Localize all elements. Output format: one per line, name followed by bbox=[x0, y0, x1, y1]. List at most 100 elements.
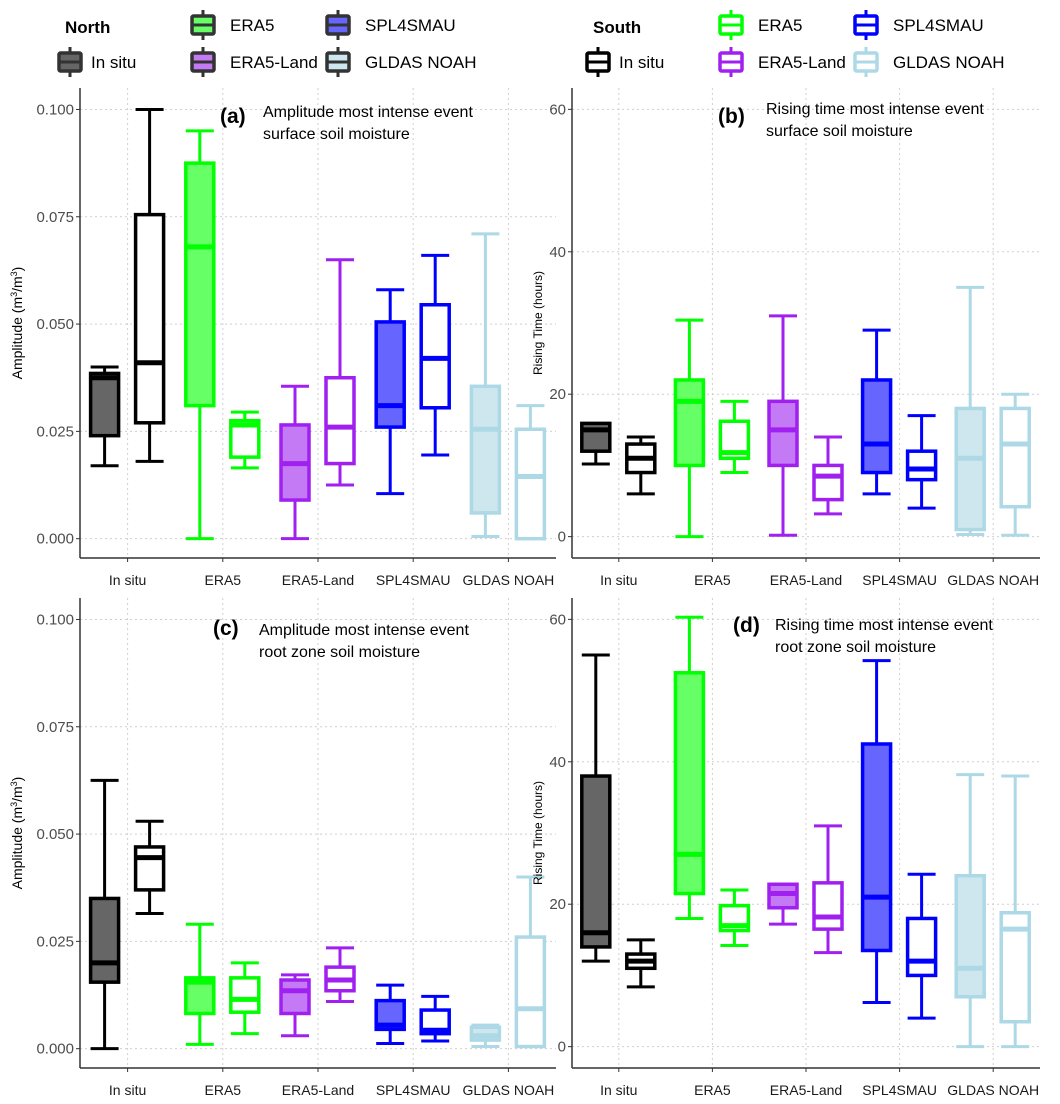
box-north-era5 bbox=[673, 615, 706, 920]
box-iqr bbox=[812, 881, 844, 931]
box-iqr bbox=[324, 375, 356, 466]
panels: 0.000 0.025 0.050 0.075 0.100 In situ ERA5 ERA5… bbox=[9, 88, 1040, 1098]
y-tick-label: 20 bbox=[549, 896, 566, 913]
legend-label: GLDAS NOAH bbox=[893, 53, 1004, 72]
box-south-era5-land bbox=[812, 824, 844, 955]
box-north-spl4smau bbox=[374, 983, 406, 1046]
y-tick-label: 0 bbox=[558, 1039, 566, 1056]
y-tick-label: 0.050 bbox=[36, 826, 74, 843]
box-north-era5 bbox=[184, 922, 216, 1046]
box-south-era5-land bbox=[324, 258, 356, 487]
legend-key-gldas-noah-icon bbox=[325, 47, 351, 77]
x-tick-label: ERA5 bbox=[694, 572, 731, 588]
box-north-era5 bbox=[673, 318, 706, 539]
x-tick-label: SPL4SMAU bbox=[376, 572, 451, 588]
legend-south: South In situ ERA5 ERA5-Land SPL4SMAU GLDAS N… bbox=[585, 10, 1004, 77]
box-iqr bbox=[133, 212, 166, 425]
box-south-era5 bbox=[229, 961, 261, 1036]
legend-key-gldas-noah-icon bbox=[853, 47, 879, 77]
x-tick-label: GLDAS NOAH bbox=[947, 572, 1039, 588]
box-iqr bbox=[812, 463, 844, 502]
box-north-era5-land bbox=[279, 973, 311, 1038]
box-iqr bbox=[905, 449, 938, 482]
box-north-in-situ bbox=[580, 421, 612, 466]
x-tick-label: In situ bbox=[600, 1082, 637, 1098]
box-north-spl4smau bbox=[374, 288, 406, 496]
x-tick-label: ERA5-Land bbox=[770, 572, 842, 588]
legend-label: ERA5 bbox=[758, 16, 802, 35]
box-iqr bbox=[374, 320, 406, 429]
box-south-era5 bbox=[718, 399, 751, 475]
legend-label: In situ bbox=[91, 53, 136, 72]
x-tick-label: ERA5 bbox=[205, 1082, 242, 1098]
y-tick-label: 0.100 bbox=[36, 611, 74, 628]
box-iqr bbox=[514, 935, 547, 1049]
panel-title-line: root zone soil moisture bbox=[259, 644, 420, 661]
legend-key-in-situ-icon bbox=[585, 47, 611, 77]
x-tick-label: GLDAS NOAH bbox=[462, 1082, 554, 1098]
x-tick-label: ERA5 bbox=[694, 1082, 731, 1098]
box-south-in-situ bbox=[133, 819, 166, 915]
box-iqr bbox=[184, 161, 216, 408]
box-iqr bbox=[88, 371, 121, 438]
legend-key-era5-land-icon bbox=[190, 47, 216, 77]
panel-tag: (d) bbox=[733, 614, 760, 637]
box-north-spl4smau bbox=[860, 659, 893, 1004]
box-north-in-situ bbox=[88, 778, 121, 1051]
y-tick-label: 0 bbox=[558, 529, 566, 546]
panel-a: 0.000 0.025 0.050 0.075 0.100 In situ ERA5 ERA5… bbox=[9, 88, 556, 588]
y-tick-label: 0.025 bbox=[36, 423, 74, 440]
y-tick-label: 60 bbox=[549, 101, 566, 118]
x-tick-label: In situ bbox=[109, 1082, 146, 1098]
box-iqr bbox=[860, 378, 893, 475]
legend-key-in-situ-icon bbox=[57, 47, 83, 77]
y-tick-label: 40 bbox=[549, 244, 566, 261]
panel-title-line: surface soil moisture bbox=[263, 126, 410, 143]
box-south-in-situ bbox=[133, 107, 166, 463]
box-south-spl4smau bbox=[419, 253, 451, 457]
panel-tag: (a) bbox=[220, 105, 246, 128]
legend-label: ERA5 bbox=[230, 16, 274, 35]
box-iqr bbox=[469, 384, 502, 515]
box-north-gldas-noah bbox=[954, 285, 986, 536]
legend-key-era5-icon bbox=[190, 10, 216, 40]
x-tick-label: In situ bbox=[109, 572, 146, 588]
box-south-in-situ bbox=[625, 938, 657, 989]
box-south-era5 bbox=[229, 410, 261, 470]
box-south-spl4smau bbox=[419, 994, 451, 1043]
legend-title: North bbox=[65, 18, 110, 37]
box-north-gldas-noah bbox=[954, 773, 986, 1049]
y-tick-label: 0.050 bbox=[36, 316, 74, 333]
x-tick-label: ERA5-Land bbox=[770, 1082, 842, 1098]
box-iqr bbox=[514, 427, 547, 541]
x-tick-label: SPL4SMAU bbox=[376, 1082, 451, 1098]
y-axis-title: Amplitude (m3/m3) bbox=[9, 267, 25, 380]
legend-title: South bbox=[593, 18, 641, 37]
box-north-era5-land bbox=[767, 314, 799, 537]
y-tick-label: 0.000 bbox=[36, 1041, 74, 1058]
box-south-gldas-noah bbox=[514, 875, 547, 1049]
box-south-spl4smau bbox=[905, 872, 938, 1020]
box-south-gldas-noah bbox=[514, 404, 547, 541]
x-tick-label: SPL4SMAU bbox=[862, 1082, 937, 1098]
y-tick-label: 60 bbox=[549, 611, 566, 628]
box-iqr bbox=[88, 896, 121, 984]
panel-title-line: Amplitude most intense event bbox=[259, 622, 469, 639]
legend-key-spl4smau-icon bbox=[853, 10, 879, 40]
legend-label: SPL4SMAU bbox=[893, 16, 984, 35]
x-tick-label: ERA5-Land bbox=[282, 1082, 354, 1098]
y-tick-label: 0.100 bbox=[36, 101, 74, 118]
box-iqr bbox=[860, 742, 893, 953]
y-tick-label: 0.075 bbox=[36, 209, 74, 226]
x-tick-label: GLDAS NOAH bbox=[947, 1082, 1039, 1098]
box-north-era5-land bbox=[767, 882, 799, 926]
box-north-gldas-noah bbox=[469, 1023, 502, 1049]
panel-d: 0 20 40 60 In situ ERA5 ERA5-Land SPL4SMAU GLDAS… bbox=[531, 598, 1040, 1098]
box-north-in-situ bbox=[88, 365, 121, 468]
legend-label: SPL4SMAU bbox=[365, 16, 456, 35]
legend-key-era5-icon bbox=[718, 10, 744, 40]
y-tick-label: 20 bbox=[549, 386, 566, 403]
panel-tag: (b) bbox=[718, 105, 745, 128]
panel-title-line: Rising time most intense event bbox=[775, 617, 993, 634]
legend-label: ERA5-Land bbox=[230, 53, 318, 72]
